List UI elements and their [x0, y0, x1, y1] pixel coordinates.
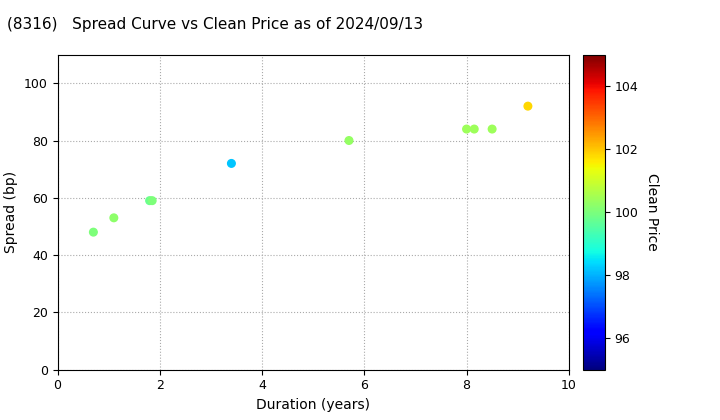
- Point: [487, 126, 498, 132]
- Point: [88, 229, 99, 236]
- Point: [469, 126, 480, 132]
- Y-axis label: Clean Price: Clean Price: [645, 173, 660, 251]
- Point: [108, 215, 120, 221]
- Point: [461, 126, 472, 132]
- Point: [343, 137, 355, 144]
- Y-axis label: Spread (bp): Spread (bp): [4, 171, 19, 253]
- Point: [522, 103, 534, 110]
- Point: [144, 197, 156, 204]
- Point: [146, 197, 158, 204]
- Point: [225, 160, 237, 167]
- X-axis label: Duration (years): Duration (years): [256, 398, 370, 412]
- Text: (8316)   Spread Curve vs Clean Price as of 2024/09/13: (8316) Spread Curve vs Clean Price as of…: [7, 17, 423, 32]
